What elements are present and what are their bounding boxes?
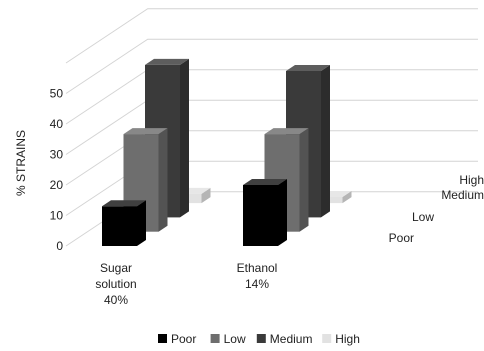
bar-side [342,191,352,204]
bar-top [286,65,330,71]
depth-axis-label: High [459,173,484,187]
bar-poor-1 [243,179,287,246]
bar-side [321,65,330,218]
bar-top [264,128,309,135]
bar-side [299,128,309,232]
bar-poor-0 [102,200,146,246]
legend-label: High [335,332,360,346]
bar-side [158,128,168,232]
bar-side [180,58,189,218]
legend-swatch [210,334,220,343]
y-tick-label: 0 [56,239,63,253]
y-tick-label: 50 [50,87,64,101]
gridline [65,69,478,125]
y-tick-label: 40 [50,117,64,131]
legend-label: Poor [171,332,196,346]
legend-item-high: High [322,332,360,346]
y-tick-label: 10 [50,209,64,223]
gridline [65,38,478,94]
legend-label: Low [224,332,246,346]
category-labels: Sugar solution 40% Ethanol 14% [95,261,277,307]
bar-top [145,58,189,65]
legend: Poor Low Medium High [158,332,360,346]
y-axis-label: % STRAINS [14,130,28,196]
legend-label: Medium [270,332,313,346]
bar-side [137,200,146,246]
gridline [65,8,478,64]
category-label: Ethanol 14% [237,261,278,291]
bar-side [201,187,211,204]
legend-swatch [322,334,332,343]
legend-item-medium: Medium [256,332,313,346]
category-label: Sugar solution 40% [95,261,136,307]
y-tick-label: 20 [50,178,64,192]
bar-front [102,206,137,246]
legend-item-low: Low [210,332,246,346]
depth-axis-label: Medium [441,188,484,202]
bars [102,58,352,246]
bar-top [243,179,287,185]
depth-axis-label: Poor [389,231,414,245]
bar-side [278,179,287,246]
y-tick-label: 30 [50,148,64,162]
legend-swatch [256,334,266,343]
bar-top [123,128,168,135]
legend-item-poor: Poor [158,332,196,346]
bar-top [102,200,146,207]
legend-swatch [158,334,167,343]
bar-front [243,185,278,246]
depth-axis-label: Low [412,210,434,224]
y-tick-labels: 0 10 20 30 40 50 [50,87,64,254]
